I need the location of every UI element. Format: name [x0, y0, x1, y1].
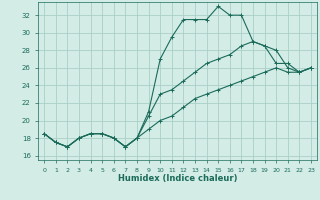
X-axis label: Humidex (Indice chaleur): Humidex (Indice chaleur)	[118, 174, 237, 183]
